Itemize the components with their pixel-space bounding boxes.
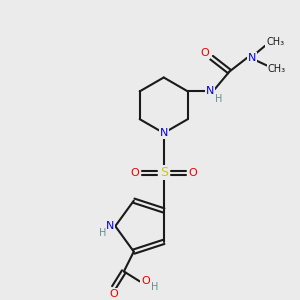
Text: CH₃: CH₃ (266, 37, 284, 47)
Text: CH₃: CH₃ (268, 64, 286, 74)
Text: H: H (151, 282, 158, 292)
Text: N: N (160, 128, 168, 138)
Text: O: O (110, 289, 118, 299)
Text: O: O (130, 168, 139, 178)
Text: O: O (141, 276, 150, 286)
Text: N: N (248, 53, 256, 63)
Text: H: H (215, 94, 222, 104)
Text: N: N (206, 86, 214, 96)
Text: O: O (188, 168, 197, 178)
Text: O: O (200, 48, 209, 58)
Text: N: N (106, 221, 115, 231)
Text: H: H (99, 228, 106, 238)
Text: S: S (160, 166, 168, 179)
